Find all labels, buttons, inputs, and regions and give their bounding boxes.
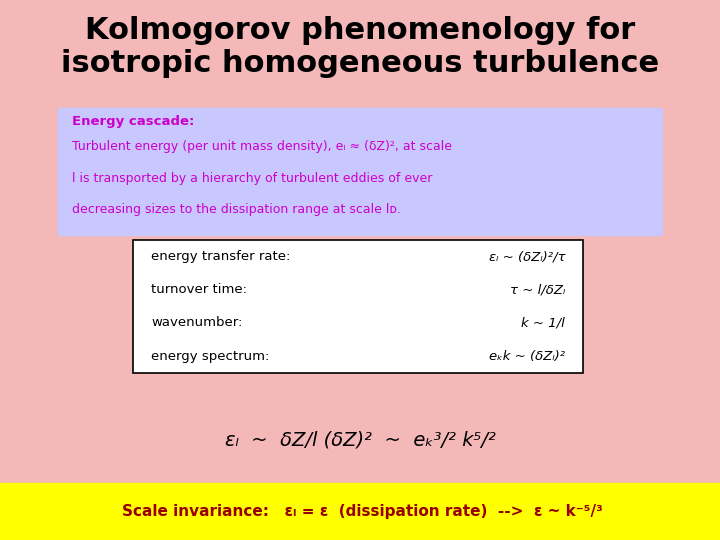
Text: Scale invariance:: Scale invariance:: [122, 504, 269, 519]
Text: energy transfer rate:: energy transfer rate:: [151, 251, 291, 264]
Text: decreasing sizes to the dissipation range at scale lᴅ.: decreasing sizes to the dissipation rang…: [72, 203, 401, 216]
Text: Kolmogorov phenomenology for
isotropic homogeneous turbulence: Kolmogorov phenomenology for isotropic h…: [61, 16, 659, 78]
Text: τ ~ l/δZₗ: τ ~ l/δZₗ: [510, 284, 565, 296]
Bar: [0, 483, 720, 540]
Text: turnover time:: turnover time:: [151, 284, 247, 296]
Text: εₗ = ε  (dissipation rate)  -->  ε ~ k⁻⁵/³: εₗ = ε (dissipation rate) --> ε ~ k⁻⁵/³: [274, 504, 603, 519]
Text: eₖk ~ (δZₗ)²: eₖk ~ (δZₗ)²: [489, 349, 565, 362]
Text: wavenumber:: wavenumber:: [151, 316, 243, 329]
Text: l is transported by a hierarchy of turbulent eddies of ever: l is transported by a hierarchy of turbu…: [72, 172, 433, 185]
Text: Turbulent energy (per unit mass density), eₗ ≈ (δZ)², at scale: Turbulent energy (per unit mass density)…: [72, 140, 452, 153]
Text: Energy cascade:: Energy cascade:: [72, 115, 194, 128]
Text: εₗ ~ (δZₗ)²/τ: εₗ ~ (δZₗ)²/τ: [489, 251, 565, 264]
Text: energy spectrum:: energy spectrum:: [151, 349, 269, 362]
Text: k ~ 1/l: k ~ 1/l: [521, 316, 565, 329]
Bar: [133, 240, 583, 373]
Bar: [58, 108, 662, 235]
Text: εₗ  ~  δZ/l (δZ)²  ~  eₖ³/² k⁵/²: εₗ ~ δZ/l (δZ)² ~ eₖ³/² k⁵/²: [225, 430, 495, 450]
